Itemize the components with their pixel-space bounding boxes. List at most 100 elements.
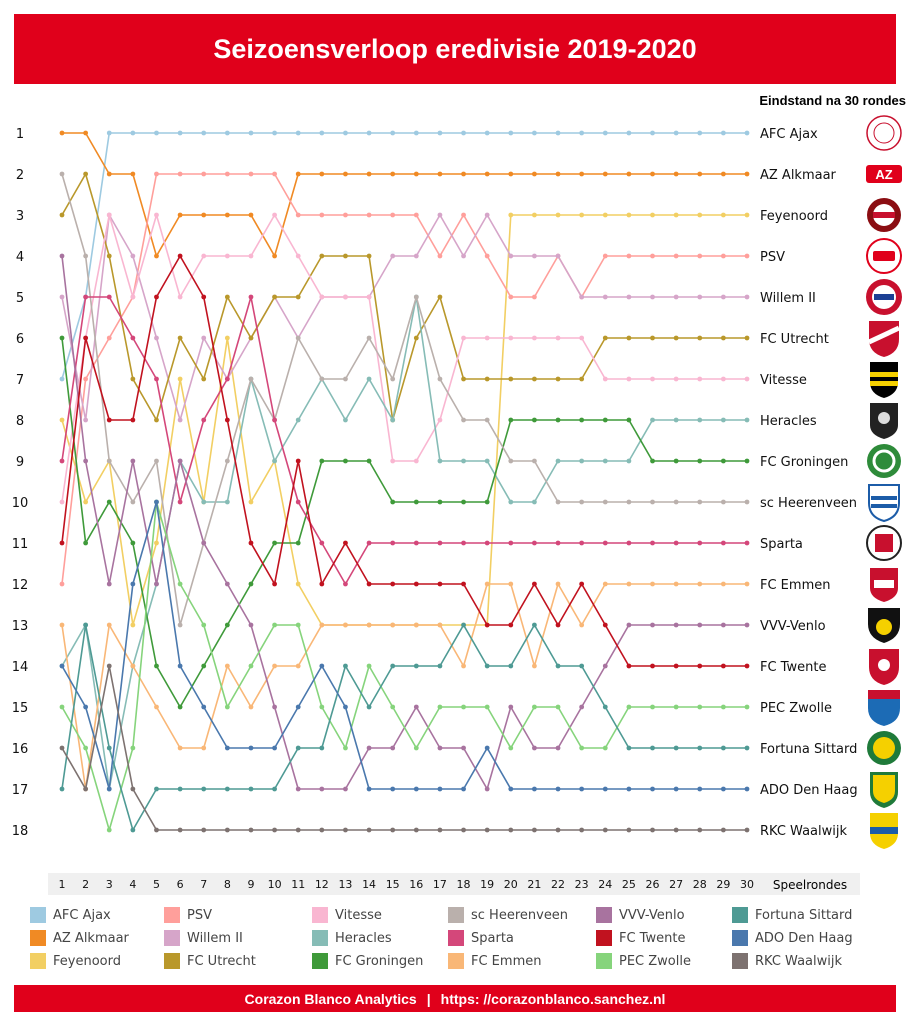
data-point bbox=[744, 704, 750, 710]
data-point bbox=[83, 622, 89, 628]
data-point bbox=[413, 663, 419, 669]
x-tick-label: 20 bbox=[504, 878, 518, 891]
data-point bbox=[555, 458, 561, 464]
data-point bbox=[390, 622, 396, 628]
legend-item-fc-utrecht: FC Utrecht bbox=[164, 952, 312, 970]
data-point bbox=[177, 376, 183, 382]
data-point bbox=[59, 663, 65, 669]
data-point bbox=[177, 458, 183, 464]
data-point bbox=[177, 417, 183, 423]
data-point bbox=[272, 294, 277, 300]
data-point bbox=[154, 786, 159, 792]
data-point bbox=[602, 745, 608, 751]
data-point bbox=[248, 499, 254, 505]
vitesse-logo bbox=[870, 362, 898, 398]
data-point bbox=[720, 663, 726, 669]
data-point bbox=[626, 417, 632, 423]
data-point bbox=[579, 499, 585, 505]
legend-label: PEC Zwolle bbox=[619, 953, 691, 969]
data-point bbox=[366, 581, 372, 587]
data-point bbox=[532, 745, 537, 751]
data-point bbox=[508, 458, 514, 464]
data-point bbox=[59, 786, 65, 792]
legend-swatch bbox=[30, 953, 46, 969]
data-point bbox=[413, 827, 419, 833]
end-label-sc-heerenveen: sc Heerenveen bbox=[760, 496, 857, 511]
data-point bbox=[295, 704, 301, 710]
data-point bbox=[343, 622, 348, 628]
data-point bbox=[154, 212, 159, 218]
legend-label: FC Groningen bbox=[335, 953, 424, 969]
data-point bbox=[154, 253, 159, 259]
legend-label: Vitesse bbox=[335, 907, 382, 923]
data-point bbox=[555, 376, 561, 382]
legend-item-fc-emmen: FC Emmen bbox=[448, 952, 596, 970]
data-point bbox=[555, 745, 561, 751]
data-point bbox=[437, 294, 443, 300]
data-point bbox=[130, 253, 136, 259]
data-point bbox=[248, 704, 254, 710]
data-point bbox=[130, 417, 136, 423]
data-point bbox=[579, 540, 585, 546]
data-point bbox=[484, 622, 490, 628]
data-point bbox=[413, 171, 419, 177]
data-point bbox=[272, 458, 277, 464]
data-point bbox=[555, 540, 561, 546]
vvv-venlo-logo bbox=[868, 608, 900, 643]
data-point bbox=[461, 663, 466, 669]
data-point bbox=[673, 827, 679, 833]
x-tick-label: 22 bbox=[551, 878, 565, 891]
data-point bbox=[602, 458, 608, 464]
data-point bbox=[106, 581, 112, 587]
data-point bbox=[744, 294, 750, 300]
data-point bbox=[83, 294, 89, 300]
data-point bbox=[602, 335, 608, 341]
data-point bbox=[319, 663, 325, 669]
data-point bbox=[59, 212, 65, 218]
data-point bbox=[673, 130, 679, 136]
data-point bbox=[248, 376, 254, 382]
fortuna-sittard-logo bbox=[867, 731, 901, 765]
data-point bbox=[720, 622, 726, 628]
data-point bbox=[697, 458, 703, 464]
data-point bbox=[602, 540, 608, 546]
data-point bbox=[413, 499, 419, 505]
data-point bbox=[390, 376, 396, 382]
data-point bbox=[201, 212, 207, 218]
rkc-waalwijk-logo bbox=[870, 813, 898, 849]
data-point bbox=[437, 376, 443, 382]
data-point bbox=[319, 581, 325, 587]
data-point bbox=[437, 499, 443, 505]
series-feyenoord bbox=[59, 212, 750, 628]
data-point bbox=[319, 171, 325, 177]
data-point bbox=[602, 417, 608, 423]
data-point bbox=[59, 745, 65, 751]
data-point bbox=[201, 540, 207, 546]
series-pec-zwolle bbox=[59, 499, 750, 833]
data-point bbox=[224, 376, 230, 382]
data-point bbox=[59, 253, 65, 259]
data-point bbox=[319, 704, 325, 710]
data-point bbox=[532, 622, 537, 628]
data-point bbox=[106, 130, 112, 136]
data-point bbox=[461, 253, 466, 259]
x-tick-label: 14 bbox=[362, 878, 376, 891]
legend-swatch bbox=[164, 953, 180, 969]
data-point bbox=[437, 786, 443, 792]
data-point bbox=[697, 335, 703, 341]
data-point bbox=[390, 499, 396, 505]
data-point bbox=[224, 786, 230, 792]
data-point bbox=[390, 663, 396, 669]
data-point bbox=[697, 212, 703, 218]
data-point bbox=[59, 335, 65, 341]
data-point bbox=[484, 499, 490, 505]
legend-label: AZ Alkmaar bbox=[53, 930, 129, 946]
series-line bbox=[61, 501, 747, 790]
legend-label: AFC Ajax bbox=[53, 907, 111, 923]
data-point bbox=[720, 294, 726, 300]
data-point bbox=[484, 827, 490, 833]
data-point bbox=[106, 827, 112, 833]
x-tick-label: 12 bbox=[315, 878, 329, 891]
data-point bbox=[413, 458, 419, 464]
data-point bbox=[154, 171, 159, 177]
